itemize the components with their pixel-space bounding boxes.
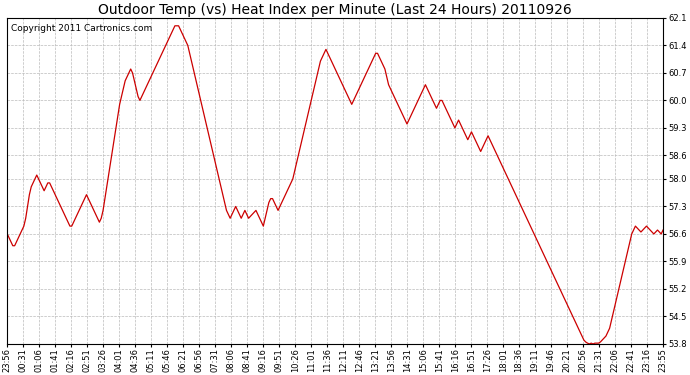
Text: Copyright 2011 Cartronics.com: Copyright 2011 Cartronics.com bbox=[10, 24, 152, 33]
Title: Outdoor Temp (vs) Heat Index per Minute (Last 24 Hours) 20110926: Outdoor Temp (vs) Heat Index per Minute … bbox=[98, 3, 572, 17]
